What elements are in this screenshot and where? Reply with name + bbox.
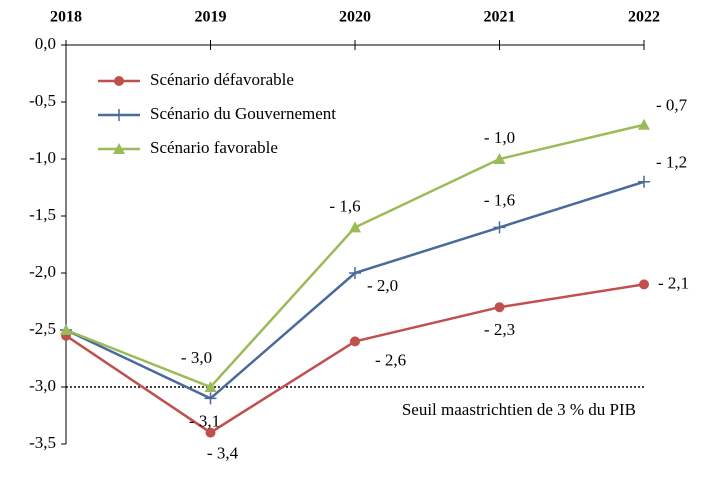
x-tick-label: 2020	[339, 9, 371, 26]
value-label: - 3,0	[181, 348, 212, 367]
y-tick-label: -2,0	[29, 262, 56, 281]
point	[349, 221, 361, 233]
y-tick-label: 0,0	[35, 34, 56, 53]
point	[204, 392, 217, 405]
value-label: - 0,7	[656, 96, 688, 115]
y-tick-label: -0,5	[29, 91, 56, 110]
point	[493, 153, 506, 164]
y-tick-label: -3,0	[29, 376, 56, 395]
value-label: - 1,0	[484, 128, 515, 147]
point	[638, 118, 650, 130]
legend-label: Scénario favorable	[150, 138, 278, 157]
y-tick-label: -3,5	[29, 433, 56, 452]
point	[494, 302, 505, 313]
legend-label: Scénario défavorable	[150, 70, 294, 89]
point	[204, 381, 217, 392]
series-line	[65, 123, 645, 389]
value-label: - 2,0	[367, 276, 398, 295]
point	[114, 76, 124, 86]
point	[60, 324, 72, 335]
x-tick-label: 2021	[484, 9, 516, 26]
point	[638, 175, 650, 188]
threshold-label: Seuil maastrichtien de 3 % du PIB	[402, 400, 636, 419]
point	[113, 109, 125, 121]
y-tick-label: -2,5	[29, 319, 56, 338]
value-label: - 3,1	[189, 411, 220, 430]
value-label: - 2,3	[484, 320, 515, 339]
point	[350, 336, 360, 347]
legend-label: Scénario du Gouvernement	[150, 104, 336, 123]
value-label: - 3,4	[207, 444, 239, 463]
value-label: - 2,1	[658, 273, 689, 292]
value-label: - 1,6	[329, 196, 360, 215]
y-tick-label: -1,0	[29, 148, 56, 167]
value-label: - 1,2	[656, 153, 687, 172]
point	[639, 279, 649, 290]
value-label: - 1,6	[484, 190, 515, 209]
point	[205, 427, 216, 438]
point	[493, 221, 506, 234]
x-tick-label: 2019	[195, 9, 227, 26]
x-tick-label: 2022	[628, 9, 660, 26]
point	[349, 267, 361, 279]
y-tick-label: -1,5	[29, 205, 56, 224]
x-tick-label: 2018	[50, 9, 82, 26]
value-label: - 2,6	[375, 350, 406, 369]
point	[113, 143, 125, 154]
